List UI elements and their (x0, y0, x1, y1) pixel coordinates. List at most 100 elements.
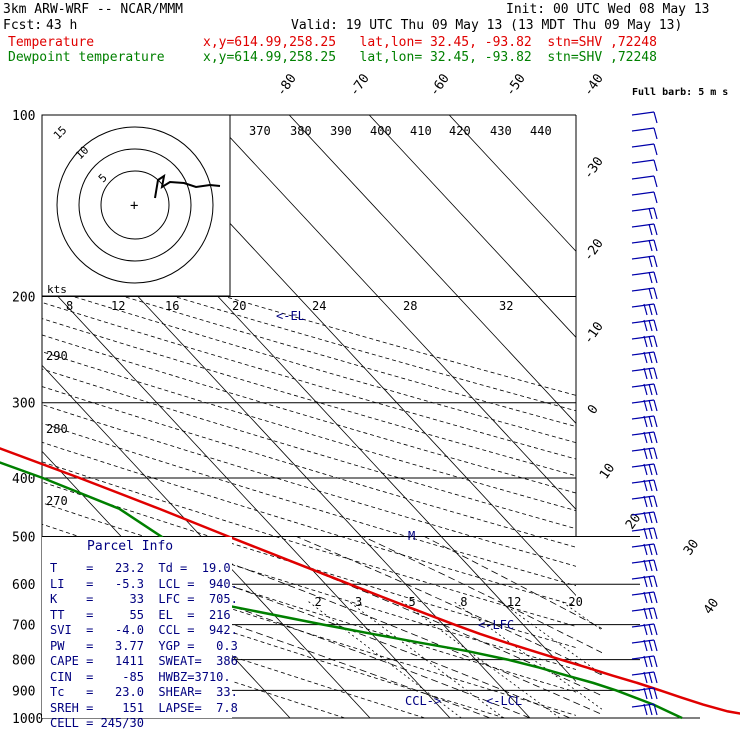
hodograph-unit-label: kts (47, 283, 67, 296)
mixing-ratio-line (499, 600, 602, 675)
dewpoint-location: x,y=614.99,258.25 lat,lon= 32.45, -93.82… (203, 50, 657, 65)
isotherm-line (42, 278, 451, 718)
pressure-tick-label: 1000 (12, 712, 43, 727)
temperature-legend: Temperature (8, 35, 95, 50)
hodograph-axis-label: 12 (111, 299, 125, 313)
hodograph-axis-label: 24 (312, 299, 326, 313)
temperature-tick-label: -30 (581, 154, 607, 182)
dry-adiabat-line (42, 334, 576, 494)
wind-barb (631, 271, 658, 284)
temperature-location: x,y=614.99,258.25 lat,lon= 32.45, -93.82… (203, 35, 657, 50)
hodograph-ring (100, 170, 170, 240)
mixing-ratio-label: 3 (355, 595, 362, 609)
parcel-info-row: TT = 55 EL = 216 (50, 607, 231, 622)
theta-label: 390 (330, 124, 352, 138)
wind-barb (631, 351, 658, 364)
temperature-tick-label: 20 (623, 511, 644, 532)
mixing-ratio-label: 20 (568, 595, 582, 609)
wind-barb (631, 655, 658, 668)
temperature-tick-label: 30 (681, 537, 702, 558)
wind-barb (631, 335, 658, 348)
mixing-ratio-label: 5 (408, 595, 415, 609)
wind-barb (631, 527, 658, 540)
wind-barb (631, 495, 658, 508)
pressure-tick-label: 200 (12, 291, 35, 306)
mixing-ratio-line (348, 600, 504, 718)
theta-label: 400 (370, 124, 392, 138)
hodograph-ring (78, 148, 192, 262)
pressure-tick-label: 900 (12, 684, 35, 699)
forecast-hours: 43 h (46, 18, 78, 33)
dry-adiabat-line (42, 351, 576, 512)
wind-barb (631, 127, 658, 140)
wind-barb (631, 607, 658, 620)
moist-adiabat-line (424, 537, 602, 630)
theta-label: 410 (410, 124, 432, 138)
parcel-info-row: Tc = 23.0 SHEAR= 33. (50, 685, 238, 699)
wind-barb (631, 207, 658, 220)
parcel-info-row: CIN = -85 HWBZ=3710. (50, 669, 231, 684)
wind-barb (631, 639, 658, 652)
dry-adiabat-line (42, 271, 576, 427)
theta-label: 440 (530, 124, 552, 138)
isotherm-line (42, 364, 371, 718)
hodograph-trace (154, 173, 221, 199)
wind-barb (631, 303, 658, 316)
wind-barb (631, 671, 658, 684)
parcel-info-title: Parcel Info (87, 539, 174, 554)
mixing-ratio-line (452, 600, 602, 710)
pressure-tick-label: 100 (12, 109, 35, 124)
theta-label: 290 (46, 349, 68, 363)
moist-adiabat-line (92, 537, 571, 718)
wind-barb (631, 447, 658, 460)
mixing-ratio-line (401, 600, 561, 718)
wind-barb (631, 431, 658, 444)
parcel-info-row: T = 23.2 Td = 19.0 (50, 561, 231, 575)
temperature-tick-label: -10 (581, 319, 607, 347)
dry-adiabat-line (42, 461, 576, 627)
hodograph-frame (41, 114, 231, 297)
theta-label: 420 (449, 124, 471, 138)
wind-barb (631, 591, 658, 604)
hodograph-axis-label: 20 (232, 299, 246, 313)
wind-barb (631, 255, 658, 268)
mixing-ratio-label: 8 (460, 595, 467, 609)
theta-label: 280 (46, 422, 68, 436)
parcel-info-row: K = 33 LFC = 705. (50, 592, 238, 606)
wind-barb (631, 623, 658, 636)
wind-scale-label: Full barb: 5 m s (632, 87, 728, 98)
wind-barb (631, 287, 658, 300)
mixing-ratio-label: 2 (314, 595, 321, 609)
hodograph-axis-label: 16 (165, 299, 179, 313)
parcel-label-lfc: <-LFC (478, 618, 514, 632)
theta-label: 270 (46, 494, 68, 508)
mixing-ratio-lines (307, 600, 602, 718)
parcel-label-m: M (408, 529, 415, 543)
temperature-tick-label: -50 (503, 71, 529, 99)
wind-barb (631, 543, 658, 556)
theta-label: 430 (490, 124, 512, 138)
mixing-ratio-line (560, 600, 602, 631)
isotherm-line (288, 115, 576, 424)
pressure-tick-label: 300 (12, 397, 35, 412)
pressure-tick-label: 800 (12, 654, 35, 669)
temperature-tick-label: -20 (581, 236, 607, 264)
temperature-tick-label: 40 (701, 596, 722, 617)
dewpoint-legend: Dewpoint temperature (8, 50, 165, 65)
wind-barb (631, 399, 658, 412)
wind-barb (631, 703, 658, 716)
mixing-ratio-label: 12 (507, 595, 521, 609)
wind-barb (631, 143, 658, 156)
wind-barb (631, 367, 658, 380)
wind-barb (631, 479, 658, 492)
theta-label: 380 (290, 124, 312, 138)
wind-barb (631, 239, 658, 252)
temperature-tick-label: -60 (427, 71, 453, 99)
wind-barb (631, 159, 658, 172)
parcel-info-row: LI = -5.3 LCL = 940. (50, 576, 238, 591)
temperature-tick-label: -40 (581, 71, 607, 99)
pressure-tick-label: 700 (12, 619, 35, 634)
wind-barb (631, 175, 658, 188)
wind-barb (631, 319, 658, 332)
wind-barb (631, 559, 658, 572)
